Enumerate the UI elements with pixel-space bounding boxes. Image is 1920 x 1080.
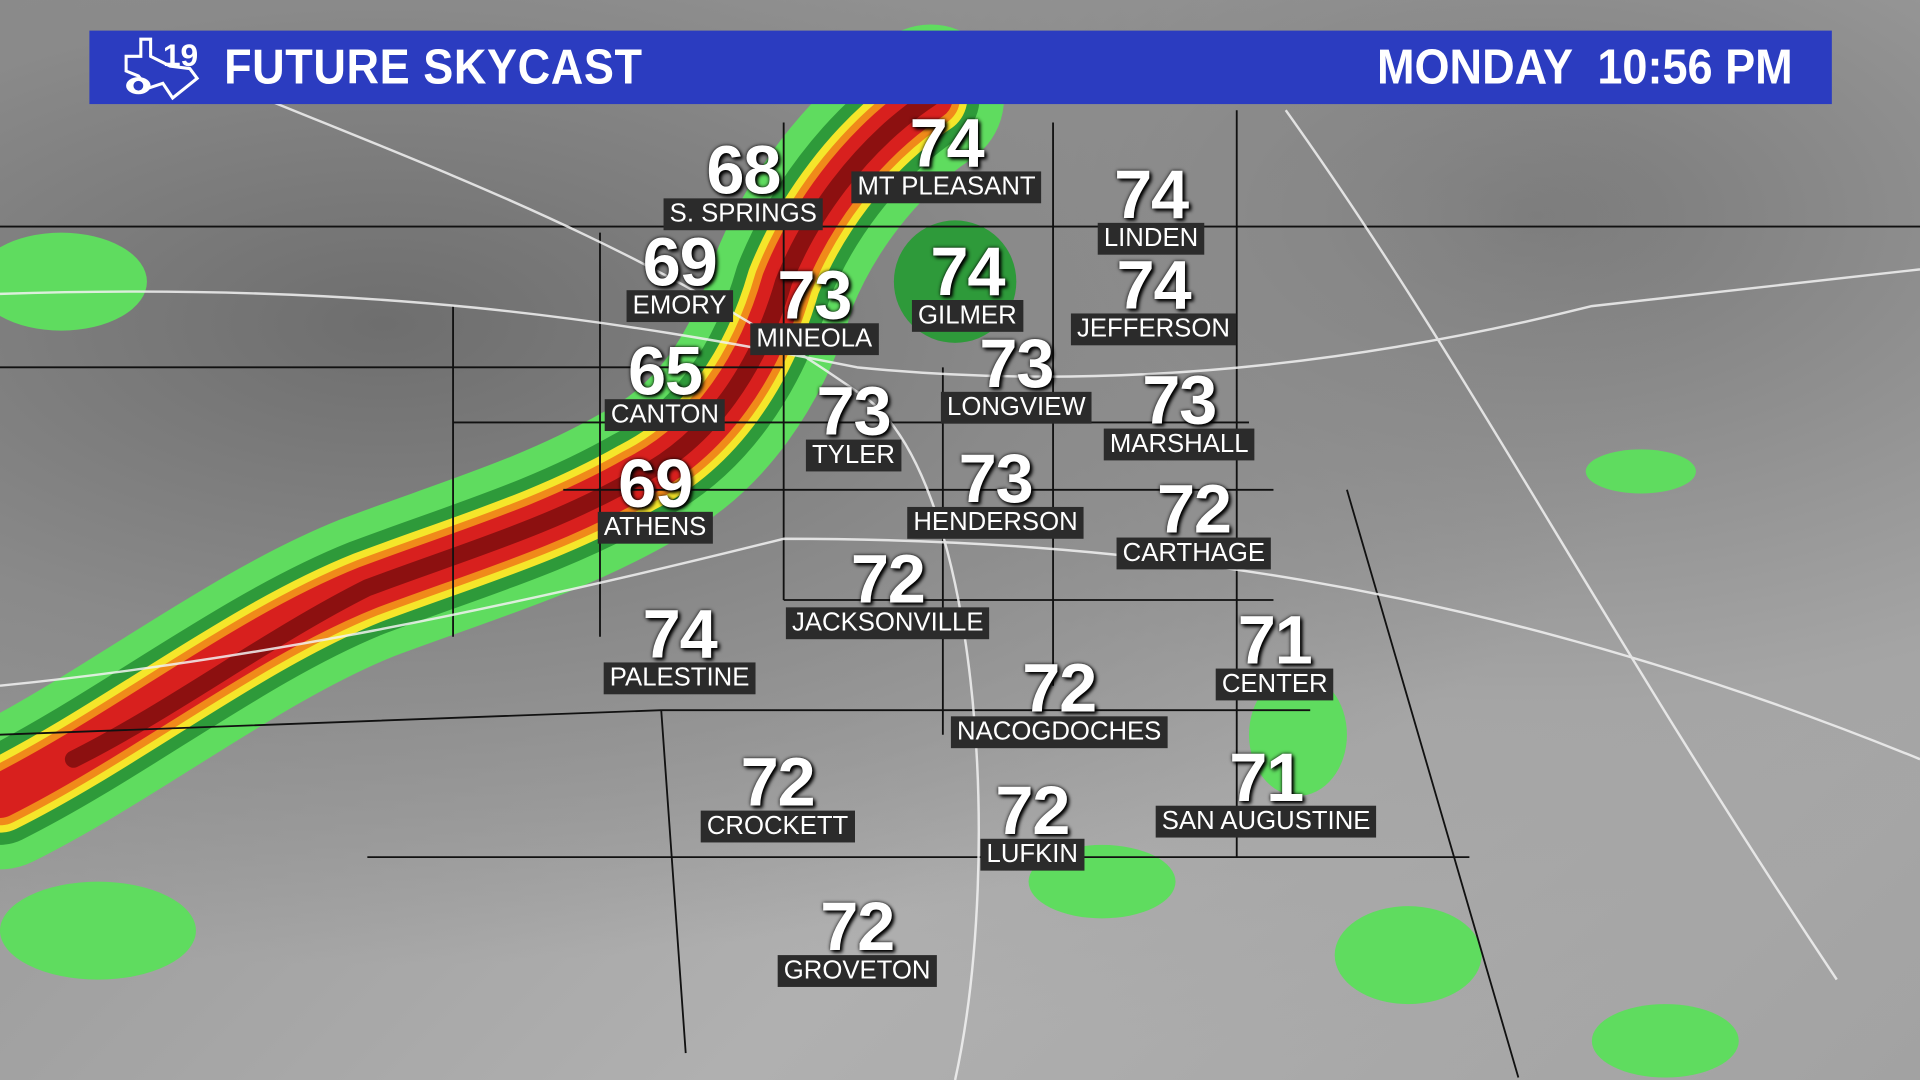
city-temp: 72	[995, 771, 1070, 849]
city-name: MARSHALL	[1103, 428, 1255, 461]
city-temp: 72	[850, 540, 926, 618]
city-name: HENDERSON	[907, 506, 1084, 539]
city-temp: 72	[740, 743, 816, 821]
city-name: JACKSONVILLE	[785, 607, 990, 640]
city-marker: 72 CARTHAGE	[1116, 470, 1272, 570]
city-name: TYLER	[805, 439, 902, 472]
city-temp: 68	[706, 131, 781, 209]
city-name: GILMER	[911, 300, 1023, 332]
city-name: MT PLEASANT	[851, 171, 1042, 204]
city-marker: 74 PALESTINE	[603, 595, 756, 695]
day: MONDAY	[1376, 40, 1573, 95]
city-name: JEFFERSON	[1070, 313, 1237, 346]
city-name: EMORY	[626, 290, 733, 323]
city-temp: 71	[1237, 601, 1313, 679]
city-marker: 69 ATHENS	[597, 444, 713, 544]
city-temp: 72	[1156, 470, 1232, 548]
city-name: CROCKETT	[700, 810, 855, 843]
datetime: MONDAY 10:56 PM	[1377, 40, 1793, 95]
city-name: PALESTINE	[603, 662, 756, 695]
city-name: NACOGDOCHES	[950, 716, 1168, 749]
city-temp: 73	[979, 324, 1054, 402]
city-marker: 74 LINDEN	[1097, 155, 1205, 255]
radar-cells	[0, 220, 1739, 1078]
city-name: LINDEN	[1097, 222, 1205, 255]
city-name: S. SPRINGS	[663, 198, 823, 231]
cbs19-logo: 19	[124, 37, 200, 101]
city-temp: 73	[1142, 361, 1217, 439]
city-marker: 71 SAN AUGUSTINE	[1155, 738, 1377, 838]
city-marker: 72 JACKSONVILLE	[785, 540, 990, 640]
city-temp: 69	[642, 222, 718, 301]
city-temp: 74	[930, 232, 1005, 310]
city-marker: 73 HENDERSON	[907, 439, 1084, 539]
city-name: LUFKIN	[980, 838, 1085, 871]
city-marker: 72 CROCKETT	[700, 743, 855, 843]
city-name: CANTON	[604, 399, 726, 432]
city-marker: 72 GROVETON	[777, 887, 937, 987]
title-banner: 19 FUTURE SKYCAST MONDAY 10:56 PM	[89, 30, 1832, 105]
city-marker: 72 LUFKIN	[980, 771, 1085, 871]
city-name: SAN AUGUSTINE	[1155, 805, 1377, 838]
svg-text:19: 19	[163, 37, 198, 73]
city-marker: 73 MINEOLA	[750, 255, 879, 356]
city-temp: 72	[1022, 648, 1097, 727]
city-marker: 74 JEFFERSON	[1070, 246, 1237, 346]
city-name: GROVETON	[777, 955, 937, 987]
city-marker: 68 S. SPRINGS	[663, 131, 823, 231]
radar-band	[0, 24, 1005, 870]
city-name: CENTER	[1215, 668, 1334, 701]
city-name: CARTHAGE	[1116, 537, 1272, 570]
city-temp: 74	[1114, 155, 1189, 233]
city-temp: 73	[816, 372, 892, 450]
city-temp: 72	[820, 887, 895, 965]
highways	[0, 47, 1920, 1080]
city-temp: 73	[958, 439, 1034, 517]
city-temp: 74	[909, 104, 985, 182]
city-name: MINEOLA	[750, 323, 879, 356]
title: FUTURE SKYCAST	[224, 40, 643, 95]
city-temp: 74	[1116, 246, 1192, 324]
city-marker: 69 EMORY	[626, 222, 733, 323]
city-temp: 74	[642, 595, 718, 673]
city-temp: 65	[627, 331, 703, 409]
time: 10:56 PM	[1597, 40, 1793, 95]
county-lines	[0, 110, 1920, 1078]
city-marker: 65 CANTON	[604, 331, 726, 432]
city-name: ATHENS	[597, 511, 713, 544]
city-marker: 73 MARSHALL	[1103, 361, 1255, 461]
city-marker: 74 GILMER	[911, 232, 1023, 332]
city-name: LONGVIEW	[940, 391, 1092, 424]
city-temp: 73	[777, 255, 852, 334]
city-marker: 73 LONGVIEW	[940, 324, 1092, 424]
city-marker: 72 NACOGDOCHES	[950, 648, 1168, 749]
city-temp: 71	[1229, 738, 1304, 816]
city-temp: 69	[618, 444, 693, 522]
city-marker: 71 CENTER	[1215, 601, 1334, 701]
city-marker: 73 TYLER	[805, 372, 902, 472]
city-marker: 74 MT PLEASANT	[851, 104, 1042, 204]
